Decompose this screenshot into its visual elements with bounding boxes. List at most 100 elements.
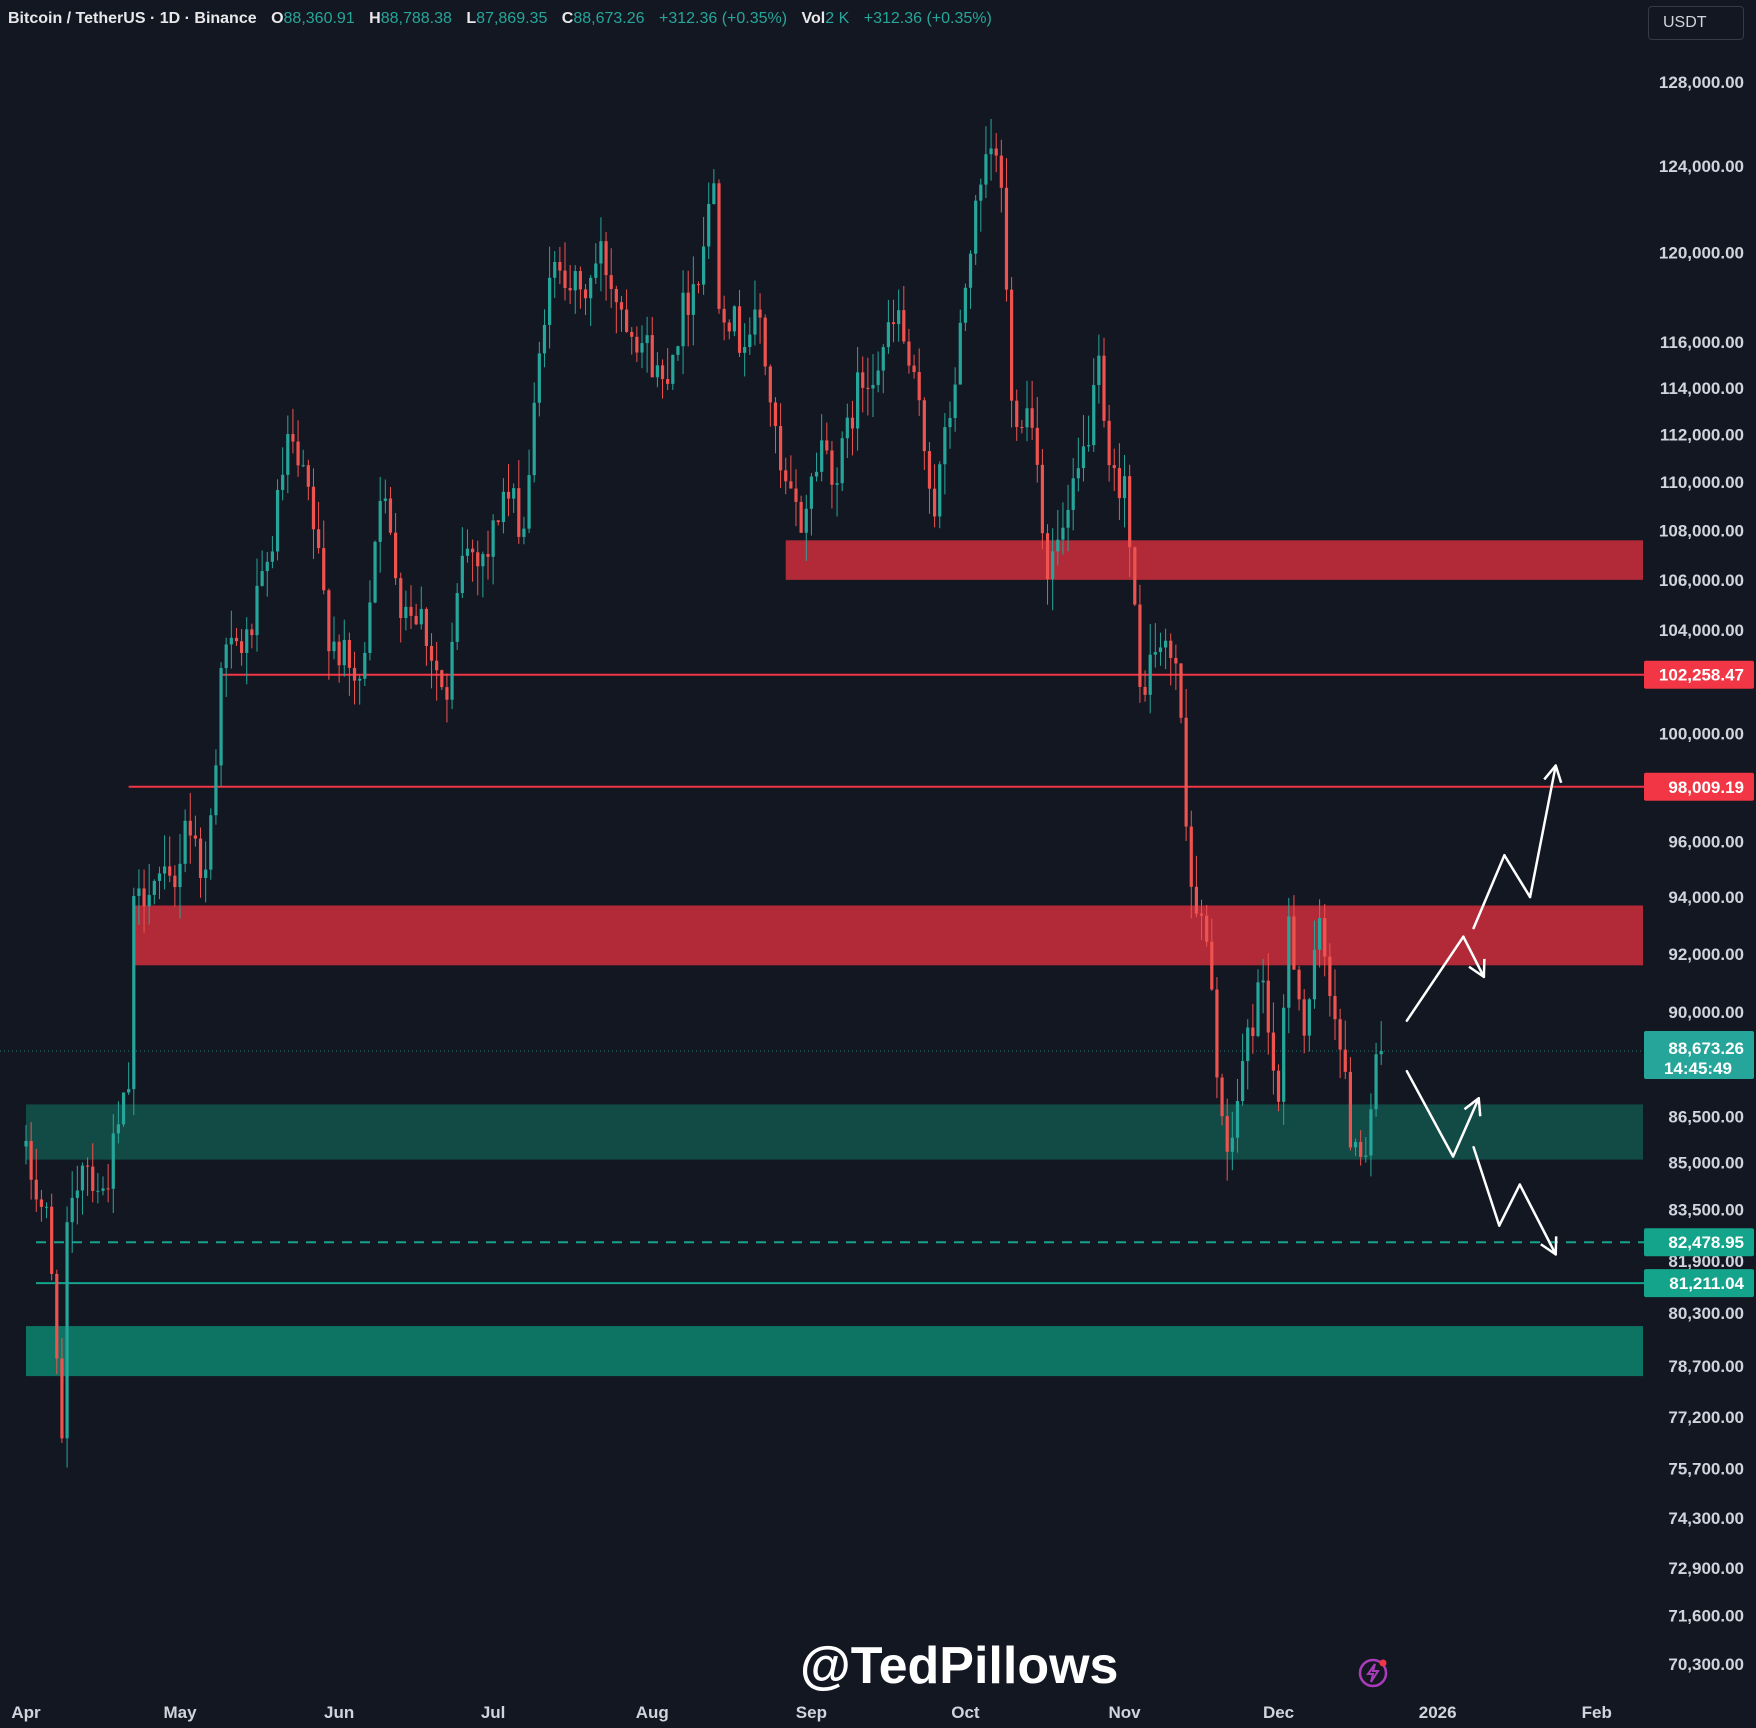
candle-body: [301, 465, 305, 467]
candle-body: [614, 288, 618, 303]
candle-body: [116, 1124, 120, 1134]
candle-body: [86, 1165, 90, 1167]
candle-body: [142, 888, 146, 907]
candle-body: [558, 261, 562, 271]
candle-body: [255, 585, 259, 636]
candle-body: [1271, 1032, 1275, 1071]
close-label: C: [561, 10, 574, 27]
candle-body: [337, 641, 341, 666]
candle-body: [799, 501, 803, 533]
price-tick-label: 128,000.00: [1659, 73, 1744, 92]
candle-body: [491, 520, 495, 557]
candle-body: [974, 200, 978, 254]
candle-body: [532, 402, 536, 476]
candle-body: [455, 593, 459, 642]
candle-body: [630, 331, 634, 337]
candle-body: [1359, 1141, 1363, 1157]
candle-body: [342, 640, 346, 666]
candle-body: [1184, 717, 1188, 827]
candle-body: [1323, 918, 1327, 957]
change-value: +312.36 (+0.35%): [659, 10, 788, 27]
candle-body: [460, 555, 464, 594]
candle-body: [1225, 1116, 1229, 1152]
candle-body: [784, 470, 788, 482]
resistance-price-label: 102,258.47: [1659, 666, 1744, 685]
candle-body: [583, 289, 588, 299]
candle-body: [429, 645, 434, 661]
candle-body: [604, 241, 608, 276]
candle-body: [712, 183, 716, 205]
candle-body: [450, 641, 454, 700]
price-tick-label: 112,000.00: [1660, 426, 1744, 445]
candle-body: [157, 873, 162, 881]
candle-body: [250, 629, 254, 636]
open-label: O: [271, 10, 284, 27]
candle-body: [1241, 1061, 1245, 1102]
candle-body: [1338, 1019, 1342, 1050]
price-tick-label: 80,300.00: [1668, 1304, 1744, 1323]
low-label: L: [466, 10, 477, 27]
candle-body: [1297, 969, 1301, 1000]
resistance-price-label-box: [1644, 660, 1754, 689]
candle-body: [686, 292, 690, 315]
time-axis-label: Jun: [324, 1703, 354, 1722]
candle-body: [414, 615, 418, 625]
candle-body: [229, 637, 233, 645]
candle-body: [358, 678, 362, 681]
candle-body: [881, 347, 885, 371]
price-tick-label: 77,200.00: [1668, 1408, 1744, 1427]
candle-body: [486, 554, 490, 557]
price-tick-label: 124,000.00: [1659, 157, 1744, 176]
candle-body: [660, 365, 665, 380]
candle-body: [219, 668, 223, 766]
candle-body: [1071, 478, 1075, 510]
price-tick-label: 114,000.00: [1660, 379, 1744, 398]
bearish-path-arrowhead: [1463, 1097, 1482, 1117]
currency-button[interactable]: USDT: [1648, 6, 1744, 40]
candle-body: [137, 888, 141, 896]
candle-body: [1128, 476, 1132, 548]
candle-body: [96, 1190, 100, 1192]
candle-body: [173, 875, 177, 888]
candle-body: [1261, 980, 1265, 983]
candle-body: [1169, 640, 1173, 658]
candle-body: [1148, 654, 1152, 695]
candle-body: [861, 372, 865, 388]
candle-body: [1179, 663, 1183, 718]
candle-body: [1066, 509, 1070, 528]
candle-body: [424, 608, 428, 646]
candle-body: [347, 640, 351, 668]
candle-body: [70, 1197, 74, 1223]
candle-body: [948, 418, 952, 428]
price-tick-label: 72,900.00: [1668, 1559, 1744, 1578]
resistance-zone: [133, 905, 1643, 966]
candle-body: [1220, 1077, 1224, 1117]
candle-body: [722, 308, 726, 323]
price-tick-label: 108,000.00: [1659, 522, 1744, 541]
candle-body: [1153, 652, 1157, 655]
bullish-path-segment: [1503, 853, 1532, 899]
candle-body: [188, 820, 192, 836]
candle-body: [270, 551, 274, 562]
candle-body: [1307, 999, 1311, 1036]
candle-body: [702, 246, 706, 285]
candle-body: [825, 440, 829, 451]
candle-body: [743, 347, 747, 353]
lightning-icon[interactable]: [1356, 1656, 1390, 1690]
candle-body: [1158, 647, 1163, 653]
time-axis-label: Sep: [796, 1703, 827, 1722]
candle-body: [399, 578, 403, 618]
candle-body: [573, 271, 577, 291]
watermark: @TedPillows: [800, 1637, 1119, 1695]
chart-header: Bitcoin / TetherUS · 1D · Binance O88,36…: [8, 10, 992, 28]
candle-body: [1210, 941, 1214, 990]
candle-body: [281, 474, 285, 490]
bullish-path-segment: [1405, 935, 1465, 1022]
time-axis-label: Oct: [951, 1703, 980, 1722]
candle-body: [496, 520, 500, 523]
bullish-path-segment: [1462, 935, 1486, 979]
candle-body: [1266, 980, 1270, 1033]
candle-body: [1102, 355, 1106, 421]
symbol-title[interactable]: Bitcoin / TetherUS · 1D · Binance: [8, 10, 257, 27]
